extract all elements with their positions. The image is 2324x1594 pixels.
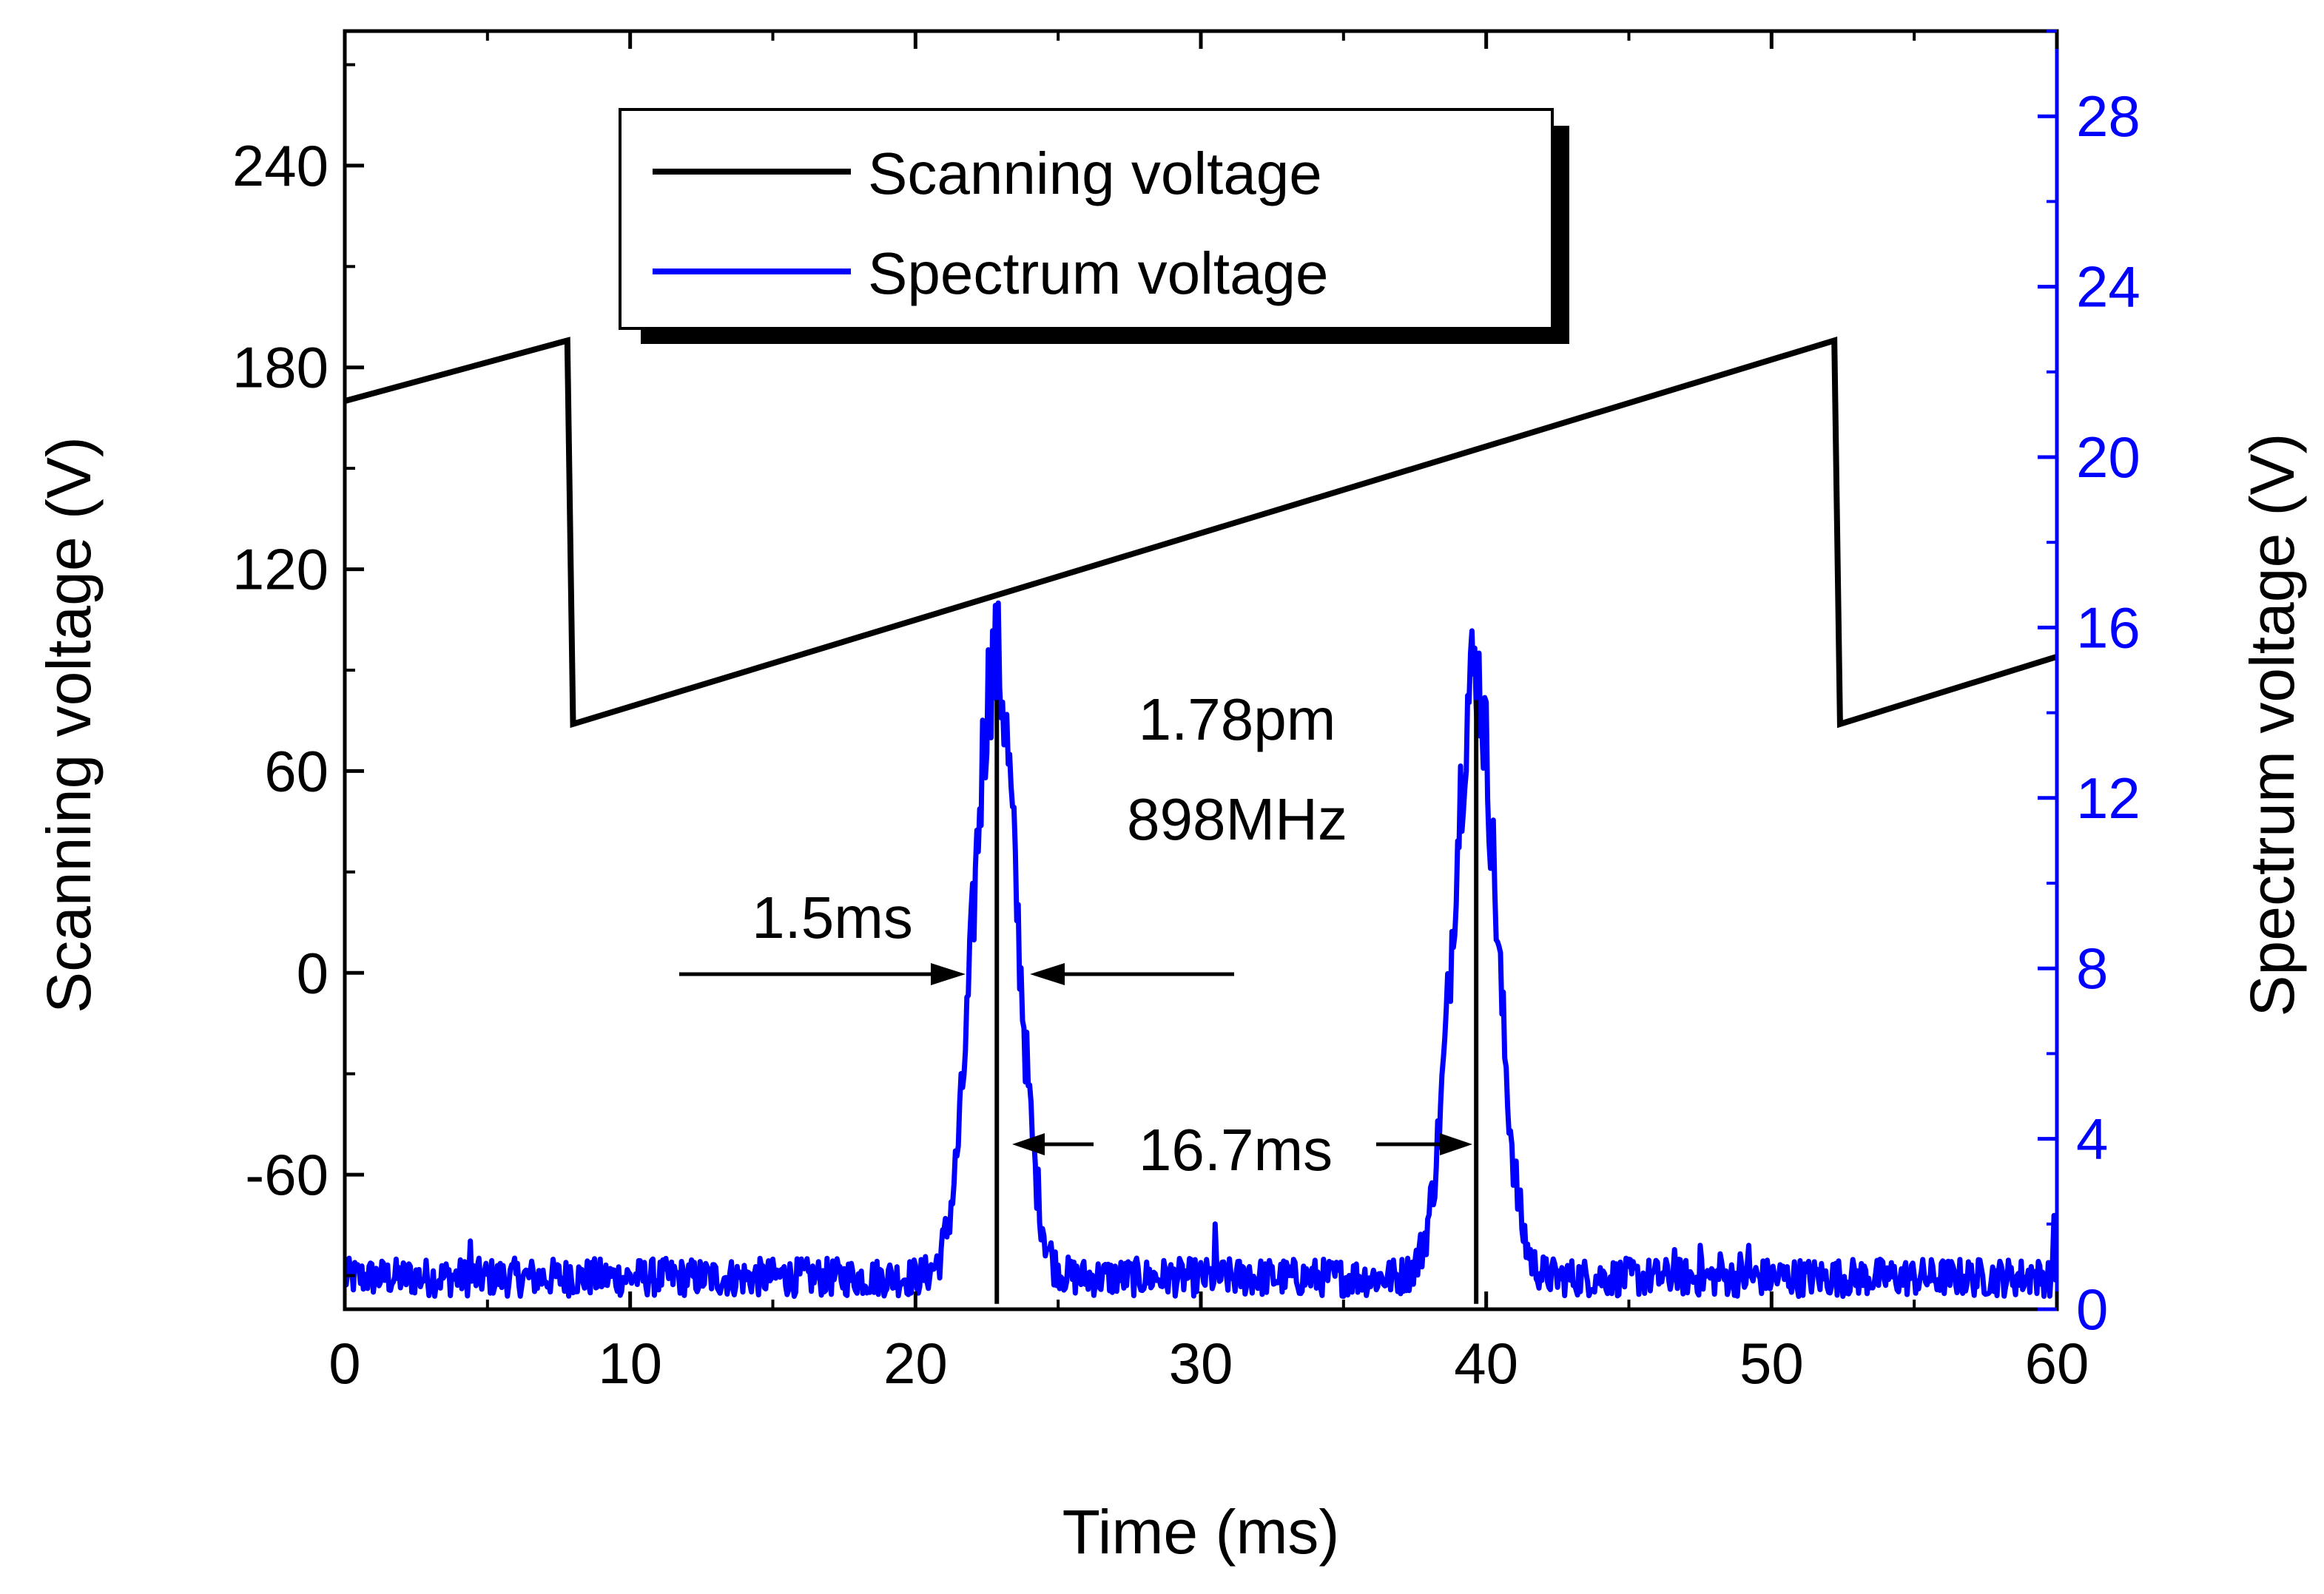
y-right-tick-label: 8	[2076, 936, 2108, 1001]
x-tick-label: 20	[883, 1331, 948, 1396]
x-tick-label: 60	[2025, 1331, 2089, 1396]
resolution-pm-label: 1.78pm	[1139, 686, 1336, 752]
legend-label-scanning: Scanning voltage	[868, 141, 1322, 206]
y-right-tick-label: 16	[2076, 595, 2141, 660]
x-tick-label: 50	[1739, 1331, 1804, 1396]
y-axis-right-title: Spectrum voltage (V)	[2237, 433, 2307, 1017]
y-left-tick-label: -60	[245, 1142, 329, 1207]
y-right-tick-label: 20	[2076, 425, 2141, 490]
spectrum-voltage-line	[345, 600, 2057, 1300]
y-right-tick-label: 4	[2076, 1107, 2108, 1172]
scanning-series	[345, 337, 2057, 729]
y-left-tick-label: 60	[264, 738, 329, 803]
period-arrow-left-head	[1012, 1133, 1045, 1155]
x-tick-label: 40	[1454, 1331, 1518, 1396]
period-label: 16.7ms	[1139, 1117, 1333, 1183]
x-tick-label: 10	[598, 1331, 662, 1396]
x-tick-label: 0	[329, 1331, 360, 1396]
y-right-tick-label: 24	[2076, 254, 2141, 320]
width-label: 1.5ms	[752, 885, 913, 950]
spectrum-series	[345, 600, 2057, 1300]
legend: Scanning voltage Spectrum voltage	[619, 108, 1569, 344]
y-right-tick-label: 12	[2076, 766, 2141, 831]
y-left-tick-label: 240	[232, 133, 329, 198]
x-axis-title: Time (ms)	[1062, 1497, 1340, 1567]
period-arrow-right-head	[1440, 1133, 1472, 1155]
scanning-voltage-line	[345, 337, 2057, 729]
y-left-tick-label: 180	[232, 335, 329, 400]
legend-label-spectrum: Spectrum voltage	[868, 240, 1329, 306]
annotations: 1.78pm 898MHz 1.5ms 16.7ms	[679, 686, 1479, 1304]
axes: 0 10 20 30 40 50 60-60060120180240048121620242…	[232, 30, 2141, 1396]
legend-box	[619, 108, 1554, 330]
y-right-tick-label: 0	[2076, 1277, 2108, 1342]
x-tick-label: 30	[1169, 1331, 1233, 1396]
width-arrow-left-head	[931, 963, 966, 985]
y-axis-left-title: Scanning voltage (V)	[34, 436, 104, 1013]
y-right-tick-label: 28	[2076, 84, 2141, 149]
resolution-mhz-label: 898MHz	[1127, 786, 1347, 852]
width-arrow-right-head	[1030, 963, 1065, 985]
y-left-tick-label: 120	[232, 537, 329, 602]
y-left-tick-label: 0	[297, 940, 329, 1005]
